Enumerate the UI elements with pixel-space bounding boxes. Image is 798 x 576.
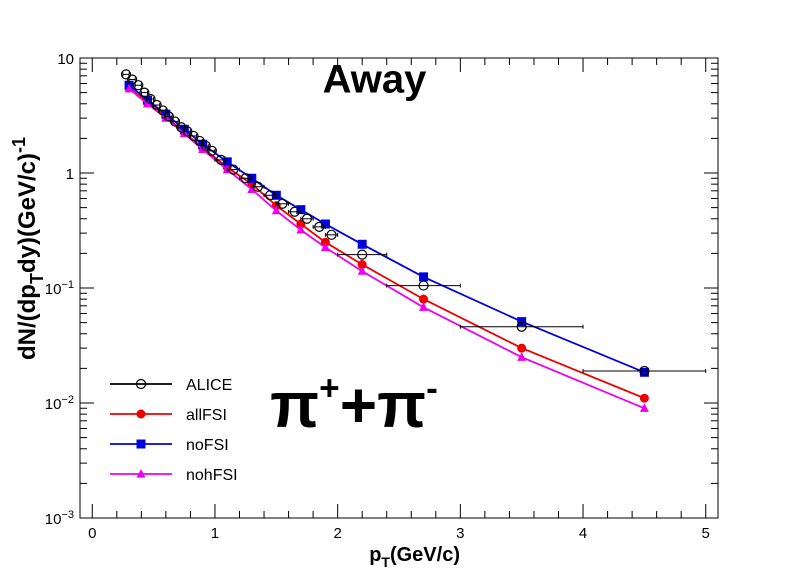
legend-item-noFSI: noFSI (110, 437, 229, 454)
plot-frame (79, 57, 719, 519)
legend-label: ALICE (186, 377, 232, 394)
point-ALICE (639, 365, 650, 377)
series-layer (120, 69, 707, 412)
y-tick-label: 10−2 (45, 394, 74, 413)
point-nohFSI (296, 224, 306, 234)
y-tick-label: 10−3 (45, 509, 74, 528)
legend-marker (136, 409, 146, 419)
x-tick-label: 5 (702, 525, 710, 542)
point-ALICE (151, 99, 162, 111)
x-tick-label: 2 (333, 525, 341, 542)
point-ALICE (206, 145, 217, 156)
point-nohFSI (142, 98, 152, 108)
y-axis-title: dN/(dpTdy)(GeV/c)-1 (9, 137, 47, 360)
point-ALICE (252, 181, 264, 192)
x-tick-label: 0 (88, 525, 96, 542)
legend-item-nohFSI: nohFSI (110, 467, 238, 484)
point-nohFSI (124, 83, 134, 93)
legend-item-ALICE: ALICE (110, 377, 232, 394)
point-nohFSI (639, 403, 649, 412)
point-allFSI (320, 237, 330, 247)
point-noFSI (639, 367, 649, 377)
legend-marker (136, 469, 146, 478)
point-nohFSI (247, 184, 257, 194)
point-allFSI (639, 393, 649, 403)
point-allFSI (517, 343, 527, 353)
y-tick-label: 1 (66, 166, 74, 183)
point-ALICE (169, 116, 181, 127)
legend: ALICE allFSI noFSI nohFSI (110, 377, 238, 484)
point-ALICE (145, 93, 156, 105)
legend-marker (135, 378, 147, 390)
point-ALICE (200, 140, 211, 152)
point-ALICE (277, 198, 288, 209)
point-ALICE (289, 206, 300, 217)
point-noFSI (419, 272, 429, 282)
axis-ticks (80, 58, 718, 519)
point-ALICE (326, 229, 337, 240)
series-ALICE (120, 69, 707, 377)
point-nohFSI (357, 266, 367, 275)
point-ALICE (139, 87, 150, 98)
point-nohFSI (419, 302, 429, 311)
point-ALICE (194, 135, 205, 147)
legend-label: nohFSI (186, 467, 238, 484)
point-ALICE (120, 69, 132, 80)
legend-label: allFSI (186, 407, 227, 424)
point-ALICE (163, 111, 175, 122)
point-ALICE (314, 221, 325, 232)
legend-item-allFSI: allFSI (110, 407, 227, 424)
annotation-text: Away (323, 58, 428, 102)
y-tick-label: 10 (57, 51, 74, 68)
point-ALICE (265, 190, 276, 201)
y-tick-label: 10−1 (45, 279, 74, 298)
point-nohFSI (271, 205, 281, 215)
point-noFSI (357, 239, 367, 249)
point-ALICE (157, 105, 168, 116)
point-ALICE (516, 321, 527, 332)
point-nohFSI (320, 242, 330, 252)
point-nohFSI (517, 352, 527, 361)
point-allFSI (357, 260, 367, 270)
annotations: Away π++π- (270, 58, 438, 441)
point-ALICE (127, 74, 138, 85)
x-tick-label: 4 (579, 525, 587, 542)
point-ALICE (240, 173, 251, 184)
x-axis-title: pT(GeV/c) (369, 544, 460, 570)
point-allFSI (419, 294, 429, 304)
legend-label: noFSI (186, 437, 229, 454)
point-ALICE (418, 280, 429, 291)
point-ALICE (301, 213, 313, 224)
tick-labels: 0 1 2 3 4 5 10 1 10−1 10−2 10−3 (45, 51, 710, 542)
point-ALICE (357, 249, 368, 260)
legend-marker (136, 439, 146, 449)
point-ALICE (188, 130, 199, 142)
point-noFSI (296, 205, 306, 215)
point-ALICE (133, 80, 144, 91)
x-tick-label: 3 (456, 525, 464, 542)
point-noFSI (517, 317, 527, 327)
x-tick-label: 1 (211, 525, 219, 542)
point-ALICE (215, 154, 227, 165)
point-ALICE (228, 164, 239, 175)
annotation-text: π++π- (270, 369, 438, 441)
point-noFSI (320, 219, 330, 229)
